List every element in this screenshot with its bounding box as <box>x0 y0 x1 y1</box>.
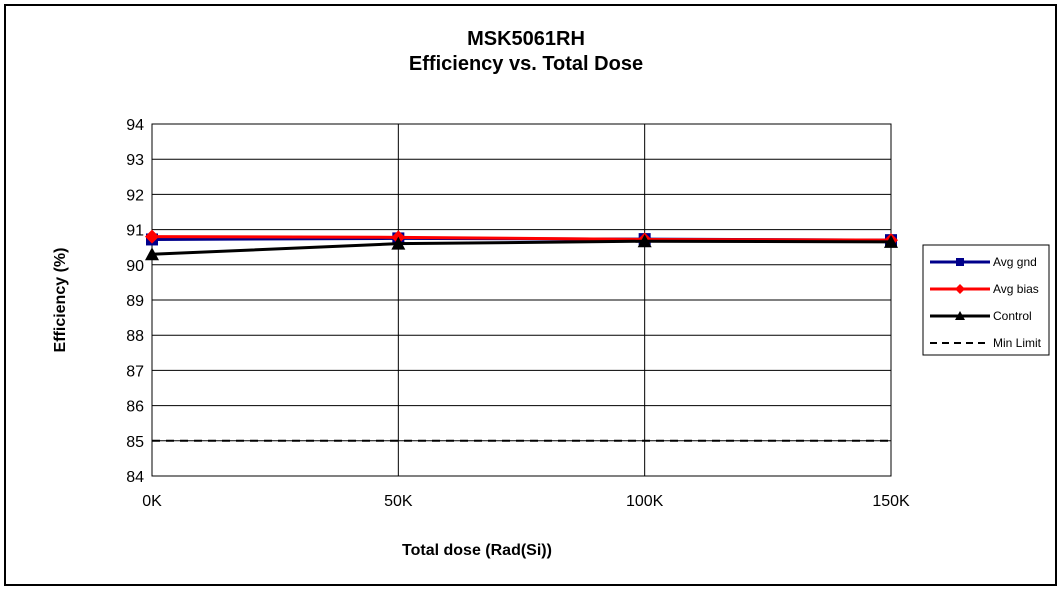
x-tick-label: 50K <box>384 493 413 510</box>
legend-item: Avg bias <box>930 282 1039 296</box>
y-tick-label: 84 <box>126 469 144 486</box>
chart-subtitle: Efficiency vs. Total Dose <box>409 53 643 75</box>
y-tick-label: 88 <box>126 328 144 345</box>
y-tick-label: 92 <box>126 187 144 204</box>
x-tick-label: 0K <box>142 493 162 510</box>
triangle-marker <box>955 311 965 320</box>
series-line <box>151 235 892 242</box>
y-tick-label: 85 <box>126 434 144 451</box>
y-axis-label: Efficiency (%) <box>52 248 69 353</box>
legend-label: Avg bias <box>993 282 1039 296</box>
square-marker <box>956 258 964 266</box>
series-line <box>151 239 892 256</box>
y-tick-label: 87 <box>126 363 144 380</box>
series-control <box>145 234 898 261</box>
diamond-marker <box>955 284 965 294</box>
y-tick-label: 90 <box>126 258 144 275</box>
x-axis-label: Total dose (Rad(Si)) <box>402 542 552 559</box>
series-layer <box>145 229 898 442</box>
legend-label: Control <box>993 309 1032 323</box>
x-tick-label: 100K <box>626 493 664 510</box>
grid <box>151 123 892 477</box>
legend-item: Min Limit <box>930 336 1042 350</box>
chart-frame <box>4 4 1057 586</box>
x-tick-labels: 0K 50K 100K 150K <box>142 493 910 510</box>
legend: Avg gnd Avg bias Control Min Limit <box>922 244 1050 356</box>
diamond-marker <box>145 229 159 244</box>
plot-area <box>151 123 892 477</box>
triangle-marker <box>145 247 159 261</box>
legend-item: Avg gnd <box>930 255 1037 269</box>
y-tick-label: 93 <box>126 152 144 169</box>
triangle-marker <box>391 236 406 250</box>
chart-title: MSK5061RH <box>467 28 585 50</box>
y-tick-label: 86 <box>126 399 144 416</box>
legend-label: Min Limit <box>993 336 1042 350</box>
y-tick-label: 89 <box>126 293 144 310</box>
triangle-marker <box>637 234 652 248</box>
legend-item: Control <box>930 309 1032 323</box>
triangle-marker <box>884 234 898 248</box>
legend-label: Avg gnd <box>993 255 1037 269</box>
y-tick-label: 91 <box>126 223 144 240</box>
y-tick-label: 94 <box>126 117 144 134</box>
series-avg-bias <box>145 229 898 248</box>
x-tick-label: 150K <box>872 493 910 510</box>
y-tick-labels: 84 85 86 87 88 89 90 91 92 93 94 <box>126 117 144 486</box>
